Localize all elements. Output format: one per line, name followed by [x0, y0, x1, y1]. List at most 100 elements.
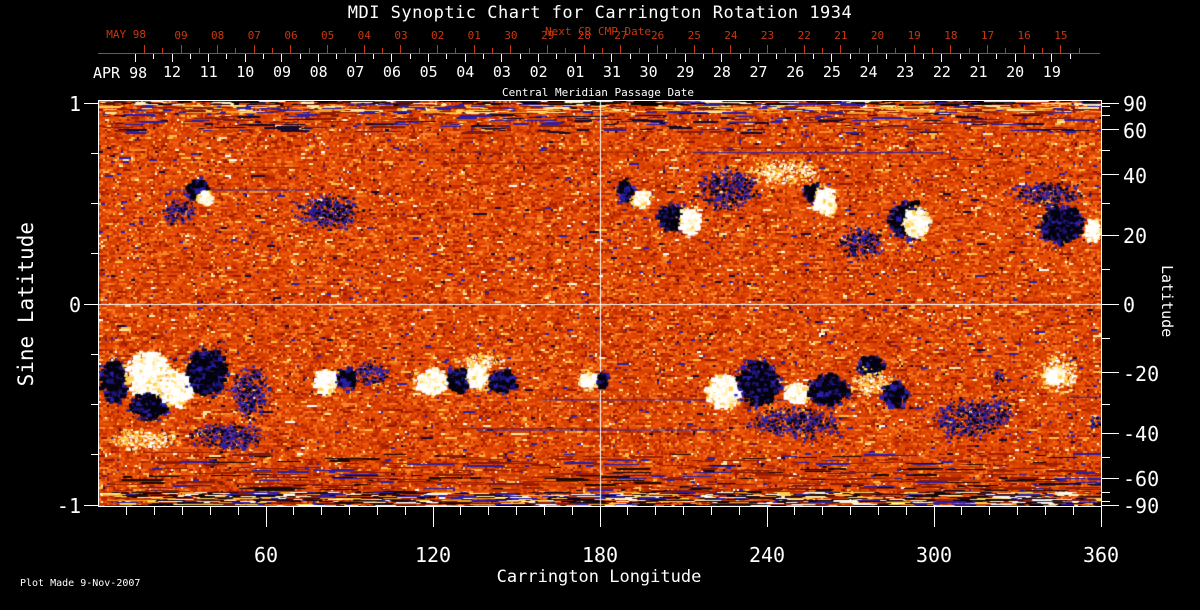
next-cr-half-tick — [528, 48, 530, 53]
next-cr-day-label: 23 — [760, 29, 775, 42]
cmp-day-tick — [171, 54, 173, 62]
right-axis-tick — [1102, 432, 1119, 434]
next-cr-half-tick — [382, 48, 384, 53]
next-cr-day-tick — [693, 45, 695, 53]
cmp-day-label: 24 — [859, 63, 878, 81]
cmp-day-tick — [904, 54, 906, 62]
x-axis-minor-tick — [349, 507, 350, 515]
next-cr-half-tick — [675, 48, 677, 53]
next-cr-half-tick — [638, 48, 640, 53]
cmp-day-label: 21 — [969, 63, 988, 81]
x-axis-minor-tick — [1072, 507, 1074, 515]
cmp-day-tick — [1051, 54, 1053, 62]
cmp-day-label: 19 — [1042, 63, 1061, 81]
x-axis-minor-tick — [126, 507, 128, 515]
cmp-day-label: 08 — [309, 63, 328, 81]
x-axis-minor-tick — [571, 507, 573, 515]
right-axis-minor-tick — [1102, 338, 1110, 340]
cmp-day-label: 06 — [382, 63, 401, 81]
left-axis-tick — [84, 303, 98, 305]
next-cr-day-tick — [363, 45, 365, 53]
next-cr-half-tick — [1005, 48, 1007, 53]
left-axis-tick — [91, 152, 98, 154]
x-axis-tick-label: 300 — [915, 543, 953, 567]
right-axis-tick — [1102, 234, 1119, 236]
next-cr-day-tick — [657, 45, 659, 53]
cmp-day-label: 09 — [272, 63, 291, 81]
right-axis-tick-label: 20 — [1123, 224, 1148, 249]
x-axis-minor-tick — [154, 507, 156, 515]
cmp-day-tick — [794, 54, 796, 62]
cmp-axis-line — [98, 53, 1100, 54]
next-cr-month-label: MAY 98 — [106, 28, 146, 41]
x-axis-minor-tick — [321, 507, 323, 515]
next-cr-day-tick — [877, 45, 879, 53]
left-axis-tick-label: 1 — [68, 92, 81, 116]
next-cr-day-tick — [180, 45, 182, 53]
cmp-day-label: 04 — [456, 63, 475, 81]
cmp-day-label: 07 — [346, 63, 365, 81]
cmp-half-tick — [593, 54, 595, 59]
x-axis-minor-tick — [209, 507, 211, 515]
cmp-half-tick — [923, 54, 925, 59]
right-axis-tick — [1102, 102, 1119, 104]
x-axis-minor-tick — [683, 507, 684, 515]
next-cr-day-tick — [730, 45, 732, 53]
right-axis-tick-label: -40 — [1123, 422, 1160, 447]
cmp-day-label: 29 — [676, 63, 695, 81]
cmp-day-tick — [318, 54, 320, 62]
x-axis-tick-label: 240 — [748, 543, 786, 567]
right-axis-minor-tick — [1102, 457, 1110, 459]
cmp-day-tick — [611, 54, 613, 62]
cmp-day-tick — [721, 54, 723, 62]
right-axis-minor-tick — [1102, 501, 1110, 503]
next-cr-day-label: 04 — [357, 29, 371, 42]
next-cr-day-label: 06 — [284, 29, 298, 42]
next-cr-day-label: 09 — [174, 29, 188, 42]
next-cr-half-tick — [822, 48, 824, 53]
next-cr-day-label: 02 — [430, 29, 445, 42]
cmp-half-tick — [886, 54, 888, 59]
x-axis-minor-tick — [905, 507, 907, 515]
cmp-day-tick — [464, 54, 466, 62]
right-axis-tick — [1102, 174, 1119, 176]
right-axis-tick-label: 0 — [1123, 293, 1136, 317]
next-cr-half-tick — [602, 48, 604, 53]
right-axis-minor-tick — [1102, 149, 1110, 151]
next-cr-half-tick — [748, 48, 750, 53]
next-cr-day-tick — [913, 45, 915, 53]
x-axis-tick-label: 180 — [581, 543, 619, 567]
next-cr-day-tick — [840, 45, 842, 53]
next-cr-day-tick — [583, 45, 585, 53]
next-cr-day-label: 05 — [321, 29, 335, 42]
cmp-half-tick — [336, 54, 338, 59]
cmp-day-label: 23 — [896, 63, 915, 81]
cmp-day-label: 28 — [712, 63, 731, 81]
next-cr-day-label: 27 — [614, 29, 628, 42]
right-axis-minor-tick — [1102, 268, 1110, 270]
cmp-half-tick — [446, 54, 448, 59]
cmp-day-tick — [978, 54, 980, 62]
next-cr-day-tick — [437, 45, 439, 53]
cmp-day-label: 22 — [932, 63, 951, 81]
cmp-day-tick — [208, 54, 210, 62]
next-cr-half-tick — [1042, 48, 1043, 53]
cmp-half-tick — [739, 54, 741, 59]
next-cr-day-label: 21 — [834, 29, 848, 42]
next-cr-day-label: 01 — [467, 29, 481, 42]
next-cr-half-tick — [895, 48, 897, 53]
y-axis-label-right: Latitude — [1158, 265, 1176, 338]
x-axis-tick-label: 60 — [253, 543, 279, 567]
next-cr-half-tick — [455, 48, 457, 53]
left-axis-tick — [84, 504, 98, 506]
next-cr-day-tick — [1023, 45, 1025, 53]
next-cr-day-tick — [143, 45, 145, 53]
next-cr-day-label: 29 — [540, 29, 555, 42]
x-axis-label: Carrington Longitude — [496, 567, 702, 587]
cmp-day-tick — [428, 54, 430, 62]
cmp-day-tick — [391, 54, 393, 62]
next-cr-half-tick — [345, 48, 347, 53]
cmp-half-tick — [153, 54, 155, 59]
next-cr-day-tick — [987, 45, 989, 53]
left-axis-tick-label: -1 — [56, 494, 81, 518]
